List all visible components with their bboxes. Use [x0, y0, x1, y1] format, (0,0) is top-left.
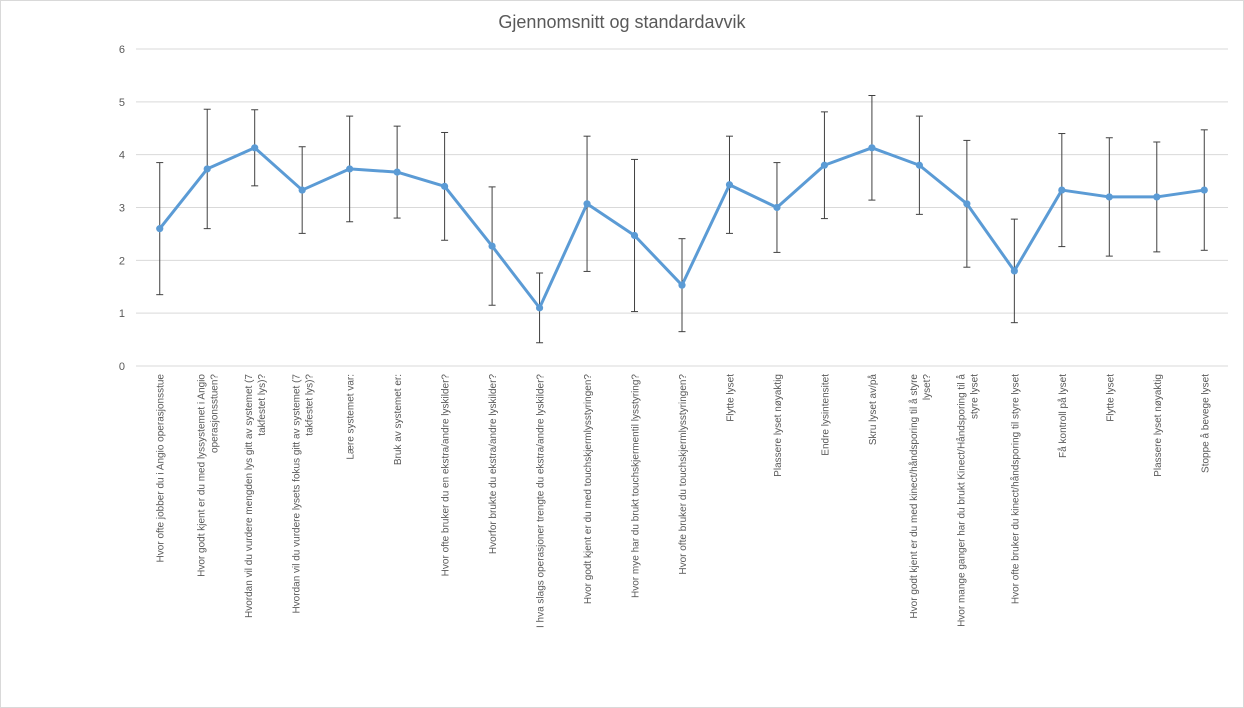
x-tick-label: Få kontroll på lyset — [1057, 374, 1069, 458]
chart-title: Gjennomsnitt og standardavvik — [498, 12, 746, 32]
x-tick-label: Hvordan vil du vurdere lysets fokus gitt… — [292, 374, 316, 614]
y-tick-label: 4 — [119, 150, 125, 162]
x-tick-label: Hvor ofte bruker du touchskjermlysstyrin… — [678, 374, 689, 575]
x-tick-label: Hvor mange ganger har du brukt Kinect/Hå… — [955, 374, 980, 627]
data-point — [630, 231, 639, 240]
x-tick-label: Hvor mye har du brukt touchskjermentil l… — [631, 374, 642, 598]
data-point — [535, 304, 544, 312]
x-tick-label: Endre lysintensitet — [820, 374, 831, 456]
data-point — [156, 225, 164, 233]
x-tick-label: Hvor ofte bruker du en ekstra/andre lysk… — [441, 374, 452, 577]
data-point — [915, 161, 923, 169]
data-point — [1105, 193, 1113, 201]
data-point — [1010, 267, 1018, 275]
x-tick-label: Flytte lyset — [1105, 374, 1116, 422]
x-tick-label: Flytte lyset — [725, 374, 736, 422]
x-tick-label: Hvor ofte jobber du i Angio operasjonsst… — [156, 374, 167, 563]
x-tick-label: Hvor godt kjent er du med lyssystemet i … — [197, 374, 221, 577]
x-tick-label: Hvor godt kjent er du med touchskjermlys… — [583, 374, 594, 605]
data-point — [346, 165, 354, 173]
x-tick-label: Lære systemet var: — [346, 374, 357, 460]
data-point — [393, 168, 401, 176]
data-point — [583, 200, 591, 208]
data-point — [773, 203, 781, 212]
data-point — [1200, 186, 1208, 194]
x-tick-label: Plassere lyset nøyaktig — [1153, 374, 1164, 477]
data-point — [868, 144, 876, 152]
data-point — [298, 186, 306, 194]
data-point — [820, 161, 829, 169]
x-tick-label: Hvor ofte bruker du kinect/håndsporing t… — [1009, 374, 1021, 604]
y-tick-label: 6 — [119, 44, 125, 56]
x-tick-label: Plassere lyset nøyaktig — [773, 374, 784, 477]
y-tick-label: 3 — [119, 203, 125, 215]
data-point — [1153, 193, 1161, 201]
x-tick-label: I hva slags operasjoner trengte du ekstr… — [536, 374, 547, 628]
x-tick-label: Hvordan vil du vurdere mengden lys gitt … — [244, 374, 268, 618]
data-point — [678, 281, 686, 289]
y-tick-label: 0 — [119, 361, 125, 373]
data-point — [488, 242, 496, 250]
data-point — [441, 182, 449, 190]
x-tick-label: Hvor godt kjent er du med kinect/håndspo… — [908, 374, 933, 619]
data-point — [725, 181, 734, 189]
y-tick-label: 5 — [119, 97, 125, 109]
data-point — [1058, 186, 1066, 194]
data-point — [251, 144, 259, 152]
data-point — [963, 200, 971, 208]
x-tick-label: Hvorfor brukte du ekstra/andre lyskilder… — [488, 374, 499, 555]
y-tick-label: 2 — [119, 255, 125, 267]
x-tick-label: Skru lyset av/på — [867, 374, 879, 446]
data-point — [203, 165, 211, 173]
x-tick-label: Bruk av systemet er: — [393, 374, 404, 465]
y-tick-label: 1 — [119, 308, 125, 320]
x-tick-label: Stoppe å bevege lyset — [1199, 374, 1211, 473]
